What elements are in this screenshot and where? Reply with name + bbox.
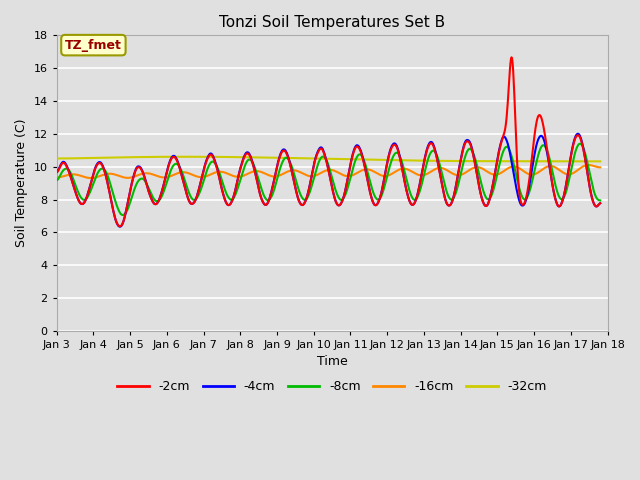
Title: Tonzi Soil Temperatures Set B: Tonzi Soil Temperatures Set B: [219, 15, 445, 30]
Legend: -2cm, -4cm, -8cm, -16cm, -32cm: -2cm, -4cm, -8cm, -16cm, -32cm: [113, 375, 552, 398]
X-axis label: Time: Time: [317, 355, 348, 369]
Text: TZ_fmet: TZ_fmet: [65, 38, 122, 52]
Y-axis label: Soil Temperature (C): Soil Temperature (C): [15, 119, 28, 247]
